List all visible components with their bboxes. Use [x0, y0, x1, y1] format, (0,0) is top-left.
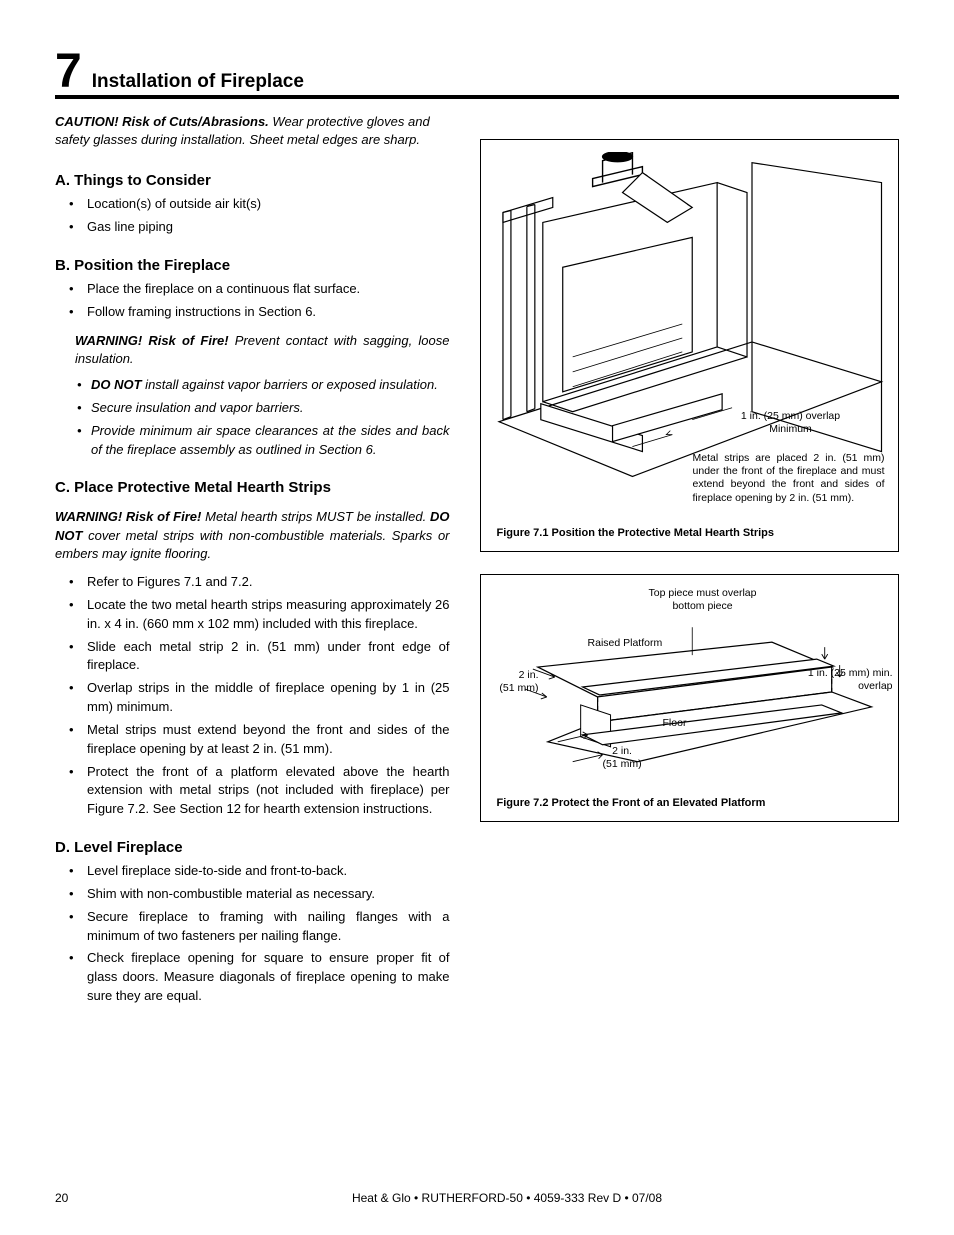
fig72-overlap-label: 1 in. (25 mm) min. overlap [793, 667, 893, 693]
fig71-overlap-label: 1 in. (25 mm) overlap Minimum [716, 410, 866, 436]
fig72-dim-a: 2 in. (51 mm) [493, 669, 539, 695]
right-column: 1 in. (25 mm) overlap Minimum Metal stri… [480, 113, 899, 1026]
section-c-warning: WARNING! Risk of Fire! Metal hearth stri… [55, 508, 450, 563]
page-number: 20 [55, 1191, 115, 1205]
list-item: Secure fireplace to framing with nailing… [75, 908, 450, 946]
list-item: Secure insulation and vapor barriers. [83, 399, 450, 418]
nested-rest: Secure insulation and vapor barriers. [91, 400, 303, 415]
figure-7-1-caption: Figure 7.1 Position the Protective Metal… [493, 527, 886, 539]
chapter-number: 7 [55, 50, 82, 93]
list-item: Metal strips must extend beyond the fron… [75, 721, 450, 759]
section-b-warning: WARNING! Risk of Fire! Prevent contact w… [75, 332, 450, 368]
list-item: Locate the two metal hearth strips measu… [75, 596, 450, 634]
chapter-header: 7 Installation of Fireplace [55, 50, 899, 99]
chapter-title: Installation of Fireplace [92, 71, 304, 93]
list-item: Level fireplace side-to-side and front-t… [75, 862, 450, 881]
fig71-strips-label: Metal strips are placed 2 in. (51 mm) un… [693, 452, 885, 505]
list-item: Place the fireplace on a continuous flat… [75, 280, 450, 299]
nested-rest: install against vapor barriers or expose… [142, 377, 438, 392]
section-b-heading: B. Position the Fireplace [55, 257, 450, 274]
list-item: Gas line piping [75, 218, 450, 237]
content-columns: CAUTION! Risk of Cuts/Abrasions. Wear pr… [55, 113, 899, 1026]
warning-c-lead: WARNING! Risk of Fire! [55, 509, 201, 524]
list-item: Shim with non-combustible material as ne… [75, 885, 450, 904]
figure-7-2: Top piece must overlap bottom piece Rais… [480, 574, 899, 822]
list-item: Refer to Figures 7.1 and 7.2. [75, 573, 450, 592]
page-footer: 20 Heat & Glo • RUTHERFORD-50 • 4059-333… [55, 1191, 899, 1205]
list-item: Follow framing instructions in Section 6… [75, 303, 450, 322]
list-item: Check fireplace opening for square to en… [75, 949, 450, 1006]
nested-lead: DO NOT [91, 377, 142, 392]
list-item: Protect the front of a platform elevated… [75, 763, 450, 820]
list-item: Overlap strips in the middle of fireplac… [75, 679, 450, 717]
section-a-list: Location(s) of outside air kit(s) Gas li… [55, 195, 450, 237]
section-b-nested-list: DO NOT install against vapor barriers or… [55, 376, 450, 459]
left-column: CAUTION! Risk of Cuts/Abrasions. Wear pr… [55, 113, 450, 1026]
warning-c-rest: cover metal strips with non-combustible … [55, 528, 450, 561]
footer-text: Heat & Glo • RUTHERFORD-50 • 4059-333 Re… [115, 1191, 899, 1205]
fig72-raised-label: Raised Platform [588, 637, 663, 650]
list-item: DO NOT install against vapor barriers or… [83, 376, 450, 395]
list-item: Provide minimum air space clearances at … [83, 422, 450, 460]
section-d: D. Level Fireplace Level fireplace side-… [55, 839, 450, 1006]
section-a: A. Things to Consider Location(s) of out… [55, 172, 450, 237]
warning-lead: WARNING! Risk of Fire! [75, 333, 229, 348]
caution-paragraph: CAUTION! Risk of Cuts/Abrasions. Wear pr… [55, 113, 450, 148]
section-b-list: Place the fireplace on a continuous flat… [55, 280, 450, 322]
fig72-top-label: Top piece must overlap bottom piece [613, 587, 793, 613]
section-a-heading: A. Things to Consider [55, 172, 450, 189]
section-d-heading: D. Level Fireplace [55, 839, 450, 856]
section-c: C. Place Protective Metal Hearth Strips … [55, 479, 450, 819]
label-text: 1 in. (25 mm) overlap [741, 410, 840, 422]
warning-c-mid: Metal hearth strips MUST be installed. [201, 509, 430, 524]
list-item: Slide each metal strip 2 in. (51 mm) und… [75, 638, 450, 676]
section-c-list: Refer to Figures 7.1 and 7.2. Locate the… [55, 573, 450, 819]
fig72-dim-b: 2 in. (51 mm) [603, 745, 642, 771]
caution-lead: CAUTION! Risk of Cuts/Abrasions. [55, 114, 269, 129]
figure-7-2-caption: Figure 7.2 Protect the Front of an Eleva… [493, 797, 886, 809]
section-c-heading: C. Place Protective Metal Hearth Strips [55, 479, 450, 496]
figure-7-1: 1 in. (25 mm) overlap Minimum Metal stri… [480, 139, 899, 552]
section-d-list: Level fireplace side-to-side and front-t… [55, 862, 450, 1006]
figure-7-1-content: 1 in. (25 mm) overlap Minimum Metal stri… [493, 152, 886, 517]
label-text: Minimum [769, 423, 812, 435]
figure-7-2-content: Top piece must overlap bottom piece Rais… [493, 587, 886, 787]
fig72-floor-label: Floor [663, 717, 687, 730]
list-item: Location(s) of outside air kit(s) [75, 195, 450, 214]
section-b: B. Position the Fireplace Place the fire… [55, 257, 450, 459]
nested-rest: Provide minimum air space clearances at … [91, 423, 450, 457]
